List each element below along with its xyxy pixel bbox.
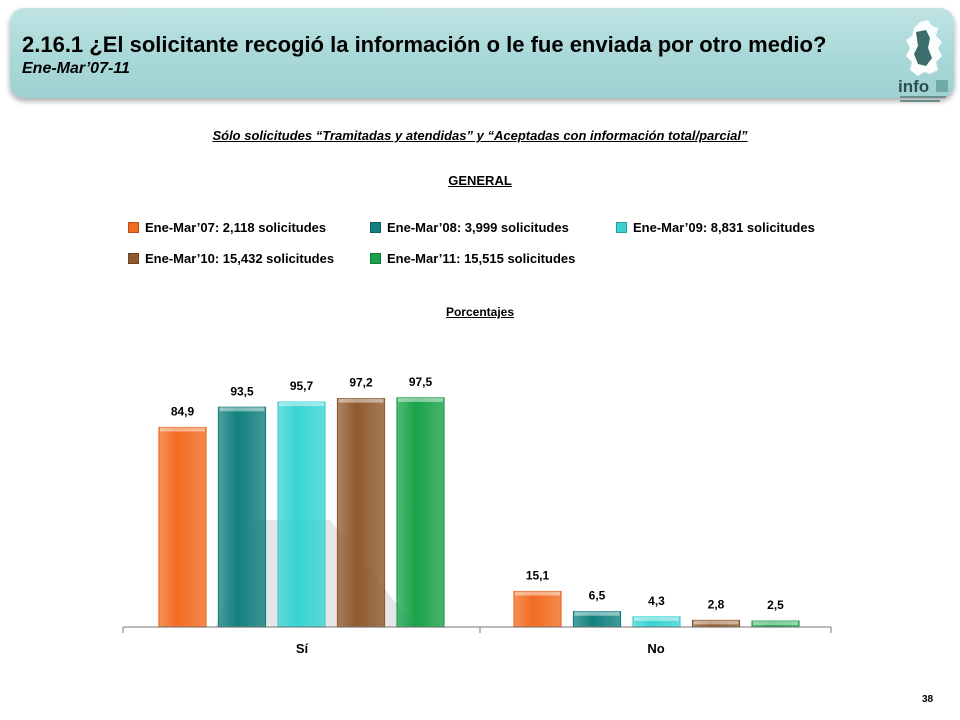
bar-highlight (515, 591, 560, 596)
bar-highlight (338, 398, 384, 403)
bar-si-2007 (158, 426, 207, 628)
data-label: 97,5 (409, 375, 433, 389)
bar-si-2008 (217, 406, 267, 628)
info-df-logo: info (898, 20, 948, 102)
data-label: 4,3 (648, 594, 665, 608)
data-label: 93,5 (230, 384, 254, 398)
legend-swatch-2011 (370, 253, 381, 264)
category-label: No (647, 641, 664, 656)
bar-highlight (693, 620, 739, 625)
data-label: 15,1 (526, 569, 550, 583)
legend-label-2010: Ene-Mar’10: 15,432 solicitudes (145, 251, 335, 266)
data-label: 6,5 (589, 589, 606, 603)
legend-swatch-2009 (616, 222, 627, 233)
legend-item-2011: Ene-Mar’11: 15,515 solicitudes (370, 251, 575, 266)
legend-swatch-2010 (128, 253, 139, 264)
filter-note: Sólo solicitudes “Tramitadas y atendidas… (212, 128, 748, 143)
bar-si-2009 (277, 401, 326, 628)
legend-label-2008: Ene-Mar’08: 3,999 solicitudes (387, 220, 569, 235)
bar-si-2010 (336, 397, 386, 628)
legend-item-2010: Ene-Mar’10: 15,432 solicitudes (128, 251, 334, 266)
section-label: GENERAL (448, 173, 512, 188)
legend-label-2007: Ene-Mar’07: 2,118 solicitudes (145, 220, 327, 235)
bar-no-2007 (513, 590, 562, 628)
bar-highlight (219, 407, 265, 412)
page-number: 38 (922, 694, 934, 705)
page-subtitle: Ene-Mar’07-11 (22, 60, 130, 77)
bar-highlight (398, 397, 443, 402)
legend-label-2009: Ene-Mar’09: 8,831 solicitudes (633, 220, 815, 235)
data-label: 2,8 (708, 597, 725, 611)
data-label: 97,2 (349, 376, 373, 390)
bar-highlight (160, 427, 205, 432)
units-label: Porcentajes (445, 305, 515, 319)
legend-label-2011: Ene-Mar’11: 15,515 solicitudes (387, 251, 576, 266)
category-label: Sí (296, 641, 309, 656)
bar-si-2011 (396, 397, 445, 628)
legend-item-2009: Ene-Mar’09: 8,831 solicitudes (616, 220, 815, 235)
legend-item-2008: Ene-Mar’08: 3,999 solicitudes (370, 220, 569, 235)
logo-text: info (898, 77, 929, 96)
bar-highlight (279, 402, 324, 407)
data-label: 95,7 (290, 379, 314, 393)
data-label: 84,9 (171, 404, 195, 418)
bar-highlight (634, 616, 679, 621)
page-title: 2.16.1 ¿El solicitante recogió la inform… (22, 32, 827, 57)
header-banner: 2.16.1 ¿El solicitante recogió la inform… (10, 8, 954, 102)
legend-swatch-2007 (128, 222, 139, 233)
legend-item-2007: Ene-Mar’07: 2,118 solicitudes (128, 220, 326, 235)
bar-highlight (753, 621, 798, 626)
data-label: 2,5 (767, 598, 784, 612)
bar-highlight (574, 611, 620, 616)
legend-swatch-2008 (370, 222, 381, 233)
